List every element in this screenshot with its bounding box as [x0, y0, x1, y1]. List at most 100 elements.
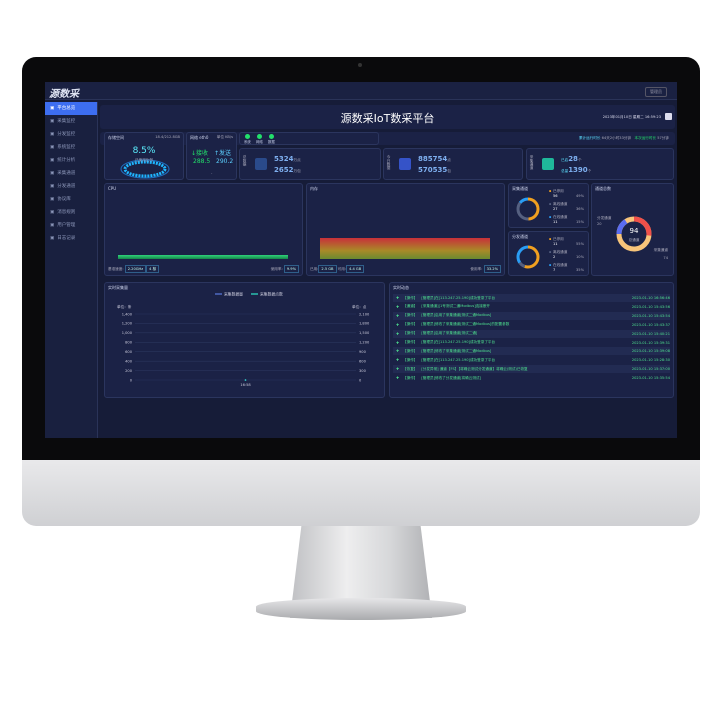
donut-segment [516, 245, 540, 269]
y-tick-right: 2,100 [359, 312, 370, 316]
total-data-card: 总数据 5324万点 2652万包 [239, 148, 381, 180]
event-row[interactable]: ✚ 【操作】 [管理员]修改了采集通道[测试二通Modbus]的配置参数 2023-0… [393, 321, 670, 329]
plus-icon: ✚ [396, 313, 400, 318]
channel-row-percent: 55% [576, 242, 584, 246]
chip-icon [255, 158, 267, 170]
data-point [244, 379, 247, 381]
sidebar: ▣ 平台总览 ▣ 采集监控 ▣ 分发监控 ▣ 系统监控 ▣ 统计分析 ▣ 采集通道 ▣ 分发通道 ▣ 协议库 ▣… [45, 102, 98, 438]
y-tick-left: 1,000 [122, 331, 133, 335]
sidebar-item-label: 分发监控 [57, 132, 76, 137]
event-text: [管理员]修改了采集通道[测试二通Modbus] [421, 348, 492, 353]
title-bar: 源数采IoT数采平台 2023年01月10日 星期二 16:59:23 [100, 105, 675, 129]
event-text: [管理员]启用了采集通道[测试二通Modbus] [421, 313, 492, 318]
cpu-freq-label: 基准速度: [108, 267, 124, 271]
channel-row-label: 已停用 [553, 237, 564, 241]
sidebar-item[interactable]: ▣ 日志记录 [45, 232, 97, 245]
event-row[interactable]: ✚ 【通道】 [采集通道][1号测试二通Modbus]连接断开 2023-01-10 … [393, 303, 670, 311]
sidebar-item[interactable]: ▣ 消息规则 [45, 206, 97, 219]
channel-row-label: 离线通道 [553, 202, 568, 206]
sidebar-item-label: 采集通道 [57, 171, 76, 176]
y-tick-right: 1,500 [359, 331, 370, 335]
storage-card: 存储空间 18.4/212.8GB 8.5% 已使用比例 [104, 132, 184, 180]
sidebar-item[interactable]: ▣ 分发通道 [45, 180, 97, 193]
event-tag: 【操作】 [403, 313, 418, 318]
send-label: 发送 [219, 150, 232, 157]
channel-row-count: 2 [553, 255, 556, 259]
page-title: 源数采IoT数采平台 [340, 112, 435, 125]
plus-icon: ✚ [396, 376, 400, 381]
sidebar-item-label: 消息规则 [57, 210, 76, 215]
event-tag: 【操作】 [403, 331, 418, 336]
event-text: [管理员]在[113.247.25.190]成功登录了平台 [421, 357, 496, 362]
event-row[interactable]: ✚ 【操作】 [管理员]在[113.247.25.190]成功登录了平台 2023-0… [393, 339, 670, 347]
channel-row-percent: 36% [576, 207, 584, 211]
check-icon: ▣ [50, 210, 55, 215]
mem-usage: 33.2% [483, 265, 501, 273]
cpu-label: CPU [108, 186, 117, 191]
event-row[interactable]: ✚ 【操作】 [管理员]启用了采集通道[测试二通] 2023-01-10 15:40:… [393, 329, 670, 338]
events-label: 实时动态 [393, 285, 409, 290]
legend-dot: ▪ [549, 263, 552, 267]
chart-title: 实时采集量 [108, 285, 128, 290]
history-icon: ▣ [50, 236, 55, 241]
event-time: 2023-01-10 15:35:54 [631, 376, 670, 381]
grid-icon: ▣ [50, 106, 55, 111]
cpu-freq: 2.20GHz [124, 265, 147, 273]
mem-avail-label: 可用: [337, 267, 347, 271]
sidebar-item-label: 统计分析 [57, 158, 76, 163]
y-tick-right: 1,800 [359, 322, 370, 326]
y-tick-right: 900 [359, 350, 367, 354]
events-card: 实时动态 ✚ 【操作】 [管理员]在[113.247.25.190]成功登录了平台 2… [389, 282, 674, 398]
sidebar-item[interactable]: ▣ 系统监控 [45, 141, 97, 154]
channels-on-unit: 个 [577, 158, 582, 162]
runtime-total-label: 累计运行时长 [578, 136, 601, 140]
channel-row-percent: 15% [576, 220, 584, 224]
legend-dot: ▪ [549, 237, 552, 241]
cpu-cores: 4 核 [146, 265, 160, 273]
sidebar-item[interactable]: ▣ 分发监控 [45, 128, 97, 141]
mem-avail: 4.4 GB [346, 265, 365, 273]
sidebar-item[interactable]: ▣ 协议库 [45, 193, 97, 206]
event-row[interactable]: ✚ 【操作】 [管理员]修改了采集通道[测试二通Modbus] 2023-01-10 … [393, 347, 670, 356]
sidebar-item[interactable]: ▣ 用户管理 [45, 219, 97, 232]
event-row[interactable]: ✚ 【恢复】 [分发异常] 通道【FS】【将确云测试分发通道】将确云(测试)已恢复 2… [393, 365, 670, 374]
event-row[interactable]: ✚ 【操作】 [管理员]修改了分发通道[将确云测试] 2023-01-10 15:35… [393, 374, 670, 382]
sidebar-item[interactable]: ▣ 统计分析 [45, 154, 97, 167]
admin-button[interactable]: 管理员 [645, 87, 667, 97]
channels-label: 采集通道 [530, 155, 534, 170]
mem-used: 2.5 GB [318, 265, 337, 273]
total-data-label: 总数据 [243, 155, 247, 166]
event-row[interactable]: ✚ 【操作】 [管理员]启用了采集通道[测试二通Modbus] 2023-01-10 … [393, 311, 670, 320]
total-packets: 2652 [274, 166, 294, 174]
event-text: [分发异常] 通道【FS】【将确云测试分发通道】将确云(测试)已恢复 [421, 366, 528, 371]
channel-total-label: 通道总数 [595, 186, 611, 191]
sidebar-item-label: 日志记录 [57, 236, 76, 241]
network-unit: 单位 KB/s [216, 135, 233, 139]
event-time: 2023-01-10 15:39:08 [631, 349, 670, 354]
event-text: [管理员]在[113.247.25.190]成功登录了平台 [421, 340, 496, 344]
storage-value: 18.4/212.8GB [155, 135, 180, 139]
network-card: 网络 eth0 单位 KB/s ↓接收 ↑发送 288.5 290.2 - [186, 132, 237, 180]
sidebar-item[interactable]: ▣ 平台总览 [45, 102, 97, 115]
recv-value: 288.5 [193, 158, 211, 165]
today-points-unit: 点 [447, 158, 451, 162]
plus-icon: ✚ [396, 349, 400, 354]
event-time: 2023-01-10 15:28:30 [631, 358, 670, 363]
event-row[interactable]: ✚ 【操作】 [管理员]在[113.247.25.190]成功登录了平台 2023-0… [393, 294, 670, 302]
home-icon: ▣ [50, 197, 55, 202]
dist-total-label: 分发通道 [597, 216, 612, 220]
donut-segment [516, 197, 540, 221]
y-tick-right: 600 [359, 359, 367, 363]
recv-label: 接收 [196, 150, 209, 157]
send-value: 290.2 [216, 158, 234, 165]
channel-row-count: 11 [553, 242, 558, 246]
channels-total-label: 总量 [561, 169, 569, 173]
coll-total-label: 采集通道 [653, 248, 668, 252]
sidebar-item[interactable]: ▣ 采集监控 [45, 115, 97, 128]
sidebar-item[interactable]: ▣ 采集通道 [45, 167, 97, 180]
event-tag: 【操作】 [403, 322, 418, 327]
settings-icon[interactable] [665, 113, 672, 120]
event-row[interactable]: ✚ 【操作】 [管理员]在[113.247.25.190]成功登录了平台 2023-0… [393, 356, 670, 364]
realtime-chart-card: 实时采集量 采集数据量 采集数据点数 单位：条 单位：点 1,400 2,100 1,200… [104, 282, 385, 398]
channel-total-sub: 总通道 [628, 238, 640, 242]
